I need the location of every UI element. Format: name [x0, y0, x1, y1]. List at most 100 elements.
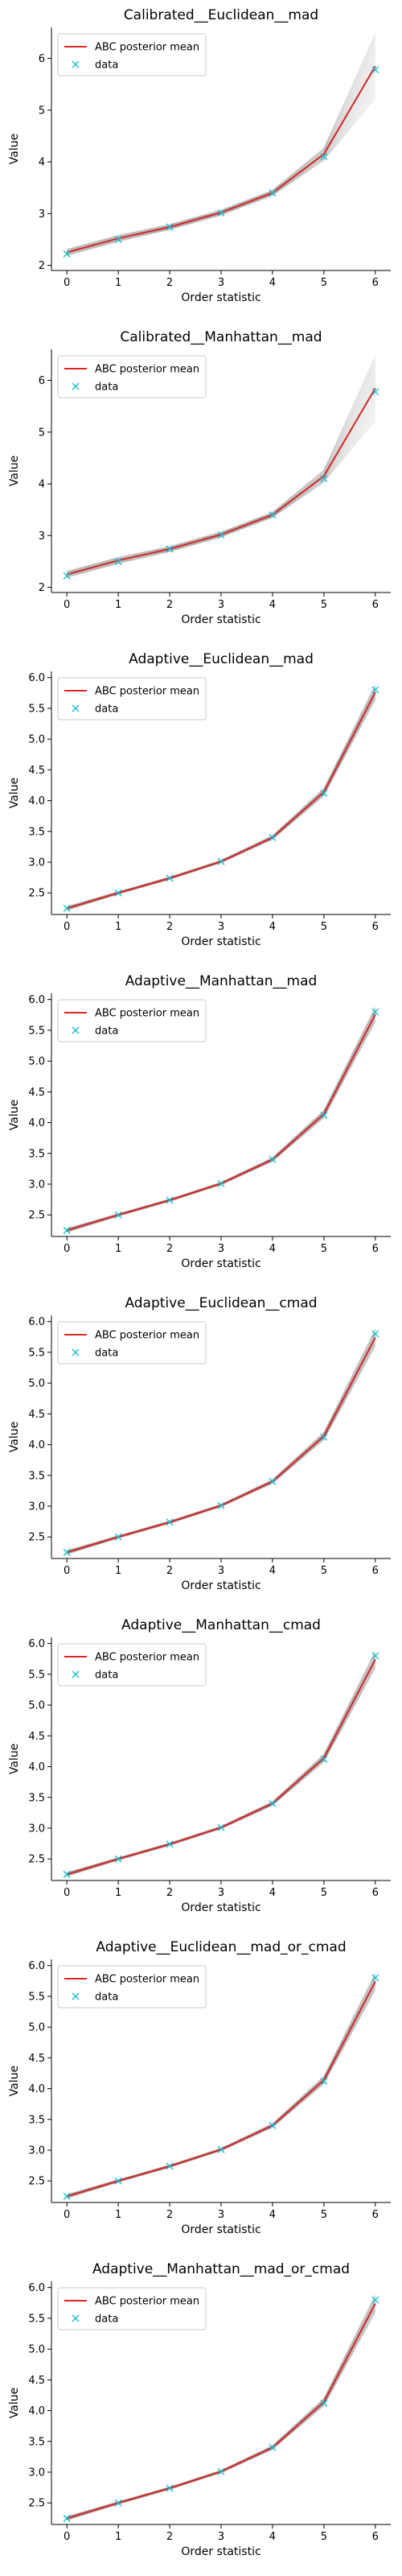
posterior-sample-line [67, 687, 376, 908]
posterior-sample-line [67, 1339, 376, 1554]
posterior-sample-line [67, 1983, 376, 2198]
posterior-sample-line [67, 1654, 376, 1874]
posterior-sample-line [67, 1652, 376, 1873]
posterior-sample-line [67, 1013, 376, 1231]
legend-data-swatch [72, 704, 80, 712]
posterior-sample-line [67, 1665, 376, 1876]
posterior-sample-line [67, 1007, 376, 1229]
data-point-marker [371, 1974, 379, 1982]
posterior-sample-line [67, 395, 376, 576]
posterior-sample-line [67, 694, 376, 910]
posterior-sample-line [67, 688, 376, 908]
posterior-sample-line [67, 1018, 376, 1232]
x-axis-label: Order statistic [181, 291, 260, 304]
posterior-sample-line [67, 691, 376, 909]
data-point-marker [269, 833, 277, 841]
x-tick-label: 6 [372, 277, 379, 289]
data-point-marker [217, 1501, 225, 1509]
posterior-sample-line [67, 1345, 376, 1555]
chart-title: Adaptive__Euclidean__mad [129, 651, 314, 667]
posterior-sample-line [67, 2305, 376, 2520]
x-axis-label: Order statistic [181, 2223, 260, 2236]
legend: ABC posterior mean data [57, 999, 207, 1042]
y-tick-label: 4.0 [28, 1117, 45, 1129]
posterior-sample-line [67, 39, 376, 250]
x-axis-label: Order statistic [181, 1901, 260, 1914]
data-point-marker [320, 2399, 328, 2407]
chart-svg: Adaptive__Euclidean__mad 0 1 2 3 4 5 6 2.5 3.0 3.5… [8, 651, 391, 948]
y-tick-label: 3.5 [28, 826, 45, 838]
posterior-sample-line [67, 1657, 376, 1875]
y-tick-label: 5.0 [28, 2344, 45, 2356]
data-point-marker [371, 388, 379, 396]
posterior-sample-line [67, 1015, 376, 1232]
posterior-sample-line [67, 1979, 376, 2197]
chart-panel: Adaptive__Euclidean__mad_or_cmad 0 1 2 3 4 5 6 2… [0, 1932, 402, 2254]
posterior-sample-line [67, 387, 376, 576]
posterior-sample-line [67, 1975, 376, 2196]
posterior-mean-line [66, 1013, 376, 1232]
data-point-marker [166, 2162, 174, 2170]
posterior-mean-line [66, 691, 376, 910]
posterior-sample-line [67, 2297, 376, 2518]
legend-data-label: data [95, 1348, 118, 1360]
chart-svg: Adaptive__Manhattan__cmad 0 1 2 3 4 5 6 2.5 3.0 3.… [8, 1617, 391, 1914]
posterior-mean-line [66, 1337, 376, 1554]
posterior-sample-line [67, 76, 376, 254]
y-tick-label: 4.5 [28, 2053, 45, 2065]
posterior-sample-line [67, 2303, 376, 2519]
x-tick-label: 2 [166, 2531, 173, 2543]
posterior-sample-line [67, 698, 376, 910]
posterior-sample-line [67, 403, 376, 576]
posterior-sample-line [67, 1662, 376, 1876]
legend-data-swatch [72, 382, 80, 390]
posterior-sample-line [67, 1018, 376, 1232]
y-tick-label: 5.5 [28, 2313, 45, 2325]
legend-data-label: data [95, 704, 118, 716]
posterior-sample-line [67, 1984, 376, 2198]
data-point-marker [114, 235, 122, 243]
x-tick-label: 4 [269, 1565, 276, 1577]
x-tick-label: 2 [166, 599, 173, 611]
posterior-sample-line [67, 1344, 376, 1554]
posterior-sample-line [67, 1656, 376, 1875]
legend-box [57, 1321, 207, 1364]
chart-svg: Adaptive__Manhattan__mad_or_cmad 0 1 2 3 4 5 6 2… [8, 2261, 391, 2558]
posterior-sample-line [67, 1016, 376, 1232]
y-tick-label: 2.5 [28, 1532, 45, 1544]
posterior-sample-line [67, 2301, 376, 2519]
y-tick-label: 4.0 [28, 2405, 45, 2417]
posterior-sample-line [67, 1021, 376, 1233]
x-tick-label: 0 [64, 277, 70, 289]
posterior-sample-line [67, 1988, 376, 2198]
y-tick-label: 6 [39, 375, 45, 387]
posterior-sample-line [67, 1658, 376, 1875]
y-tick-label: 3.0 [28, 857, 45, 869]
chart-title: Calibrated__Euclidean__mad [124, 7, 318, 23]
data-point-marker [217, 2145, 225, 2153]
posterior-sample-line [67, 1331, 376, 1552]
x-tick-label: 2 [166, 1243, 173, 1255]
posterior-sample-line [67, 1663, 376, 1876]
posterior-sample-line [67, 415, 376, 578]
posterior-sample-line [67, 356, 376, 572]
posterior-sample-line [67, 407, 376, 577]
data-point-marker [217, 531, 225, 539]
posterior-sample-line [67, 369, 376, 573]
posterior-sample-line [67, 1009, 376, 1230]
posterior-sample-line [67, 687, 376, 908]
posterior-sample-line [67, 1008, 376, 1229]
y-tick-label: 6.0 [28, 1960, 45, 1972]
y-tick-label: 4.5 [28, 1409, 45, 1421]
posterior-sample-line [67, 693, 376, 910]
posterior-sample-line [67, 697, 376, 910]
posterior-sample-line [67, 87, 376, 255]
x-axis-label: Order statistic [181, 1579, 260, 1592]
x-tick-label: 3 [218, 277, 224, 289]
posterior-sample-line [67, 2304, 376, 2520]
legend-data-swatch [72, 1992, 80, 2000]
posterior-sample-line [67, 1654, 376, 1874]
y-tick-label: 4.5 [28, 1087, 45, 1099]
y-tick-label: 2.5 [28, 1210, 45, 1222]
posterior-sample-line [67, 358, 376, 572]
